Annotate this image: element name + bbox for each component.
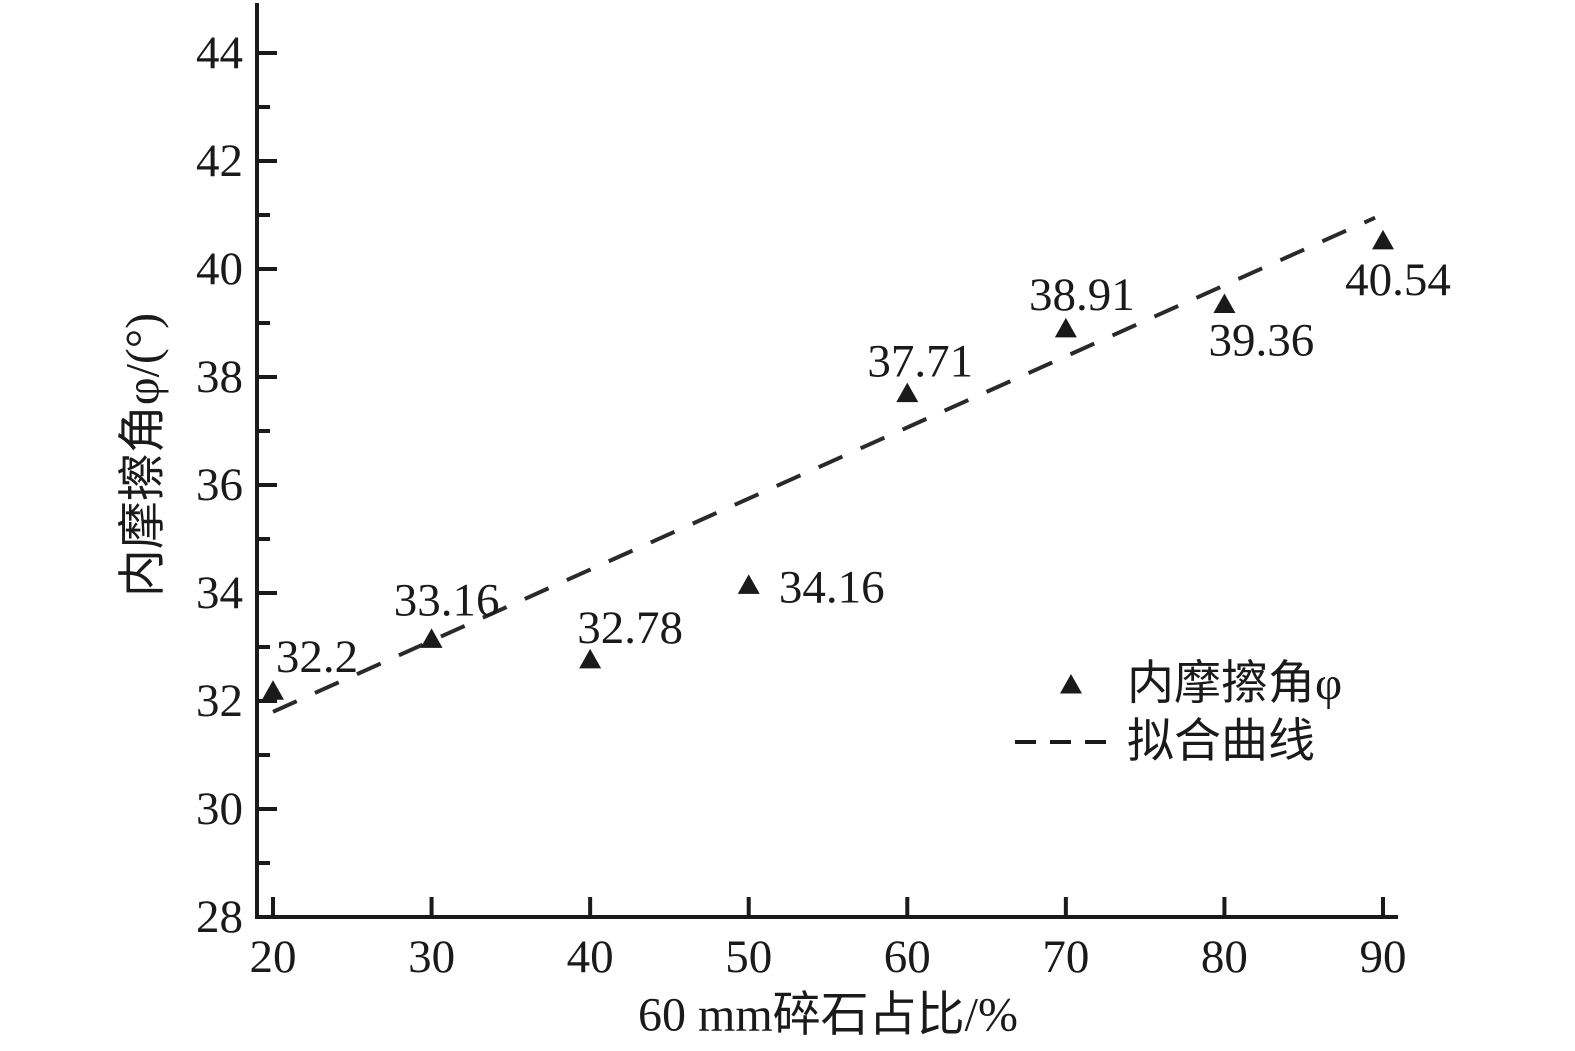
y-tick-label: 38 bbox=[196, 351, 243, 403]
fit-line-layer bbox=[272, 215, 1376, 714]
y-tick-label: 44 bbox=[196, 27, 243, 79]
x-tick-label: 80 bbox=[1201, 931, 1248, 983]
point-label: 33.16 bbox=[394, 574, 500, 626]
y-axis-title: 内摩擦角φ/(°) bbox=[117, 313, 170, 597]
point-label: 34.16 bbox=[779, 561, 885, 613]
data-point bbox=[1054, 317, 1077, 338]
point-label: 32.2 bbox=[276, 631, 358, 683]
data-point bbox=[262, 680, 284, 700]
y-tick-label: 28 bbox=[196, 891, 243, 943]
point-label: 38.91 bbox=[1029, 269, 1135, 321]
axes: 28 30 32 34 36 38 40 42 44 20 30 40 50 60 70 80 90 bbox=[196, 3, 1407, 983]
x-axis-title: 60 mm碎石占比/% bbox=[638, 989, 1018, 1042]
legend: 内摩擦角φ 拟合曲线 bbox=[1015, 658, 1342, 768]
data-point bbox=[737, 574, 760, 594]
y-tick-label: 40 bbox=[196, 243, 243, 295]
y-tick-label: 30 bbox=[196, 783, 243, 835]
y-tick-label: 32 bbox=[196, 675, 243, 727]
point-label: 32.78 bbox=[577, 602, 683, 654]
legend-triangle-icon bbox=[1060, 674, 1082, 694]
legend-item-label: 内摩擦角φ bbox=[1127, 658, 1342, 710]
fit-line bbox=[272, 215, 1376, 714]
point-label: 39.36 bbox=[1209, 315, 1315, 367]
x-tick-label: 60 bbox=[884, 931, 931, 983]
data-point bbox=[579, 648, 602, 669]
y-tick-label: 34 bbox=[196, 567, 243, 619]
x-tick-label: 90 bbox=[1360, 931, 1407, 983]
legend-item-label: 拟合曲线 bbox=[1127, 716, 1315, 768]
x-tick-label: 40 bbox=[567, 931, 614, 983]
x-tick-label: 50 bbox=[725, 931, 772, 983]
data-point bbox=[1213, 293, 1236, 314]
y-tick-label: 36 bbox=[196, 459, 243, 511]
data-labels: 32.2 33.16 32.78 34.16 37.71 38.91 39.36 40.54 bbox=[276, 254, 1451, 683]
y-tick-label: 42 bbox=[196, 135, 243, 187]
point-label: 37.71 bbox=[867, 336, 973, 388]
x-tick-label: 20 bbox=[250, 931, 297, 983]
data-point bbox=[896, 382, 919, 403]
x-tick-label: 30 bbox=[408, 931, 455, 983]
data-point bbox=[1372, 229, 1394, 250]
point-label: 40.54 bbox=[1345, 254, 1451, 306]
data-points bbox=[262, 229, 1394, 700]
x-tick-label: 70 bbox=[1042, 931, 1089, 983]
data-point bbox=[420, 628, 443, 648]
